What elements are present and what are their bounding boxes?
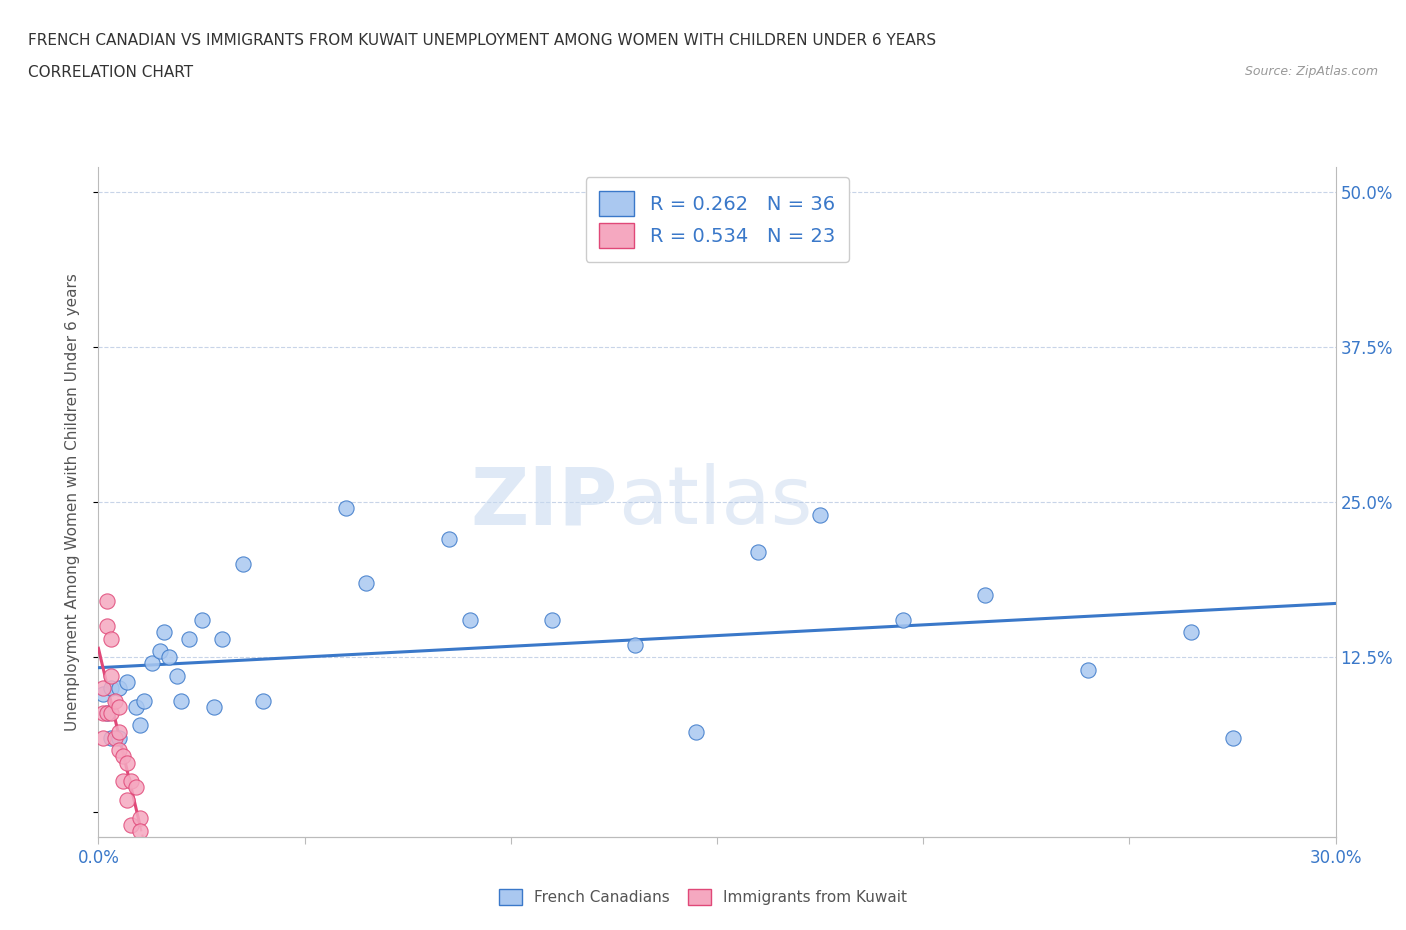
Y-axis label: Unemployment Among Women with Children Under 6 years: Unemployment Among Women with Children U…: [65, 273, 80, 731]
Point: [100, 631, 122, 646]
Point: [91, 681, 114, 696]
Point: [437, 532, 460, 547]
Text: atlas: atlas: [619, 463, 813, 541]
Point: [117, 755, 139, 770]
Text: ZIP: ZIP: [471, 463, 619, 541]
Point: [252, 693, 274, 708]
Point: [808, 507, 831, 522]
Point: [128, 811, 150, 826]
Point: [211, 631, 233, 646]
Point: [100, 730, 122, 745]
Point: [132, 693, 155, 708]
Point: [623, 637, 645, 652]
Point: [96, 594, 118, 609]
Point: [356, 576, 378, 591]
Point: [157, 650, 180, 665]
Point: [166, 669, 188, 684]
Point: [112, 749, 135, 764]
Legend: R = 0.262   N = 36, R = 0.534   N = 23: R = 0.262 N = 36, R = 0.534 N = 23: [585, 177, 849, 262]
Point: [108, 730, 131, 745]
Point: [974, 588, 997, 603]
Point: [108, 743, 131, 758]
Point: [104, 693, 127, 708]
Point: [141, 656, 163, 671]
Point: [1180, 625, 1202, 640]
Point: [541, 613, 564, 628]
Point: [124, 780, 146, 795]
Point: [108, 724, 131, 739]
Point: [91, 730, 114, 745]
Point: [128, 718, 150, 733]
Point: [104, 730, 127, 745]
Text: CORRELATION CHART: CORRELATION CHART: [28, 65, 193, 80]
Point: [335, 501, 357, 516]
Point: [179, 631, 201, 646]
Text: FRENCH CANADIAN VS IMMIGRANTS FROM KUWAIT UNEMPLOYMENT AMONG WOMEN WITH CHILDREN: FRENCH CANADIAN VS IMMIGRANTS FROM KUWAI…: [28, 33, 936, 47]
Point: [91, 687, 114, 702]
Point: [153, 625, 176, 640]
Point: [747, 544, 769, 559]
Point: [96, 618, 118, 633]
Point: [202, 699, 225, 714]
Point: [100, 669, 122, 684]
Point: [232, 557, 254, 572]
Point: [120, 817, 142, 832]
Text: Source: ZipAtlas.com: Source: ZipAtlas.com: [1244, 65, 1378, 78]
Point: [108, 681, 131, 696]
Point: [96, 706, 118, 721]
Point: [108, 699, 131, 714]
Point: [96, 706, 118, 721]
Point: [100, 681, 122, 696]
Point: [685, 724, 707, 739]
Point: [149, 644, 172, 658]
Point: [190, 613, 212, 628]
Legend: French Canadians, Immigrants from Kuwait: French Canadians, Immigrants from Kuwait: [492, 883, 914, 911]
Point: [91, 706, 114, 721]
Point: [117, 792, 139, 807]
Point: [170, 693, 193, 708]
Point: [100, 706, 122, 721]
Point: [120, 774, 142, 789]
Point: [1077, 662, 1099, 677]
Point: [117, 674, 139, 689]
Point: [128, 823, 150, 838]
Point: [891, 613, 914, 628]
Point: [458, 613, 481, 628]
Point: [124, 699, 146, 714]
Point: [1222, 730, 1244, 745]
Point: [112, 774, 135, 789]
